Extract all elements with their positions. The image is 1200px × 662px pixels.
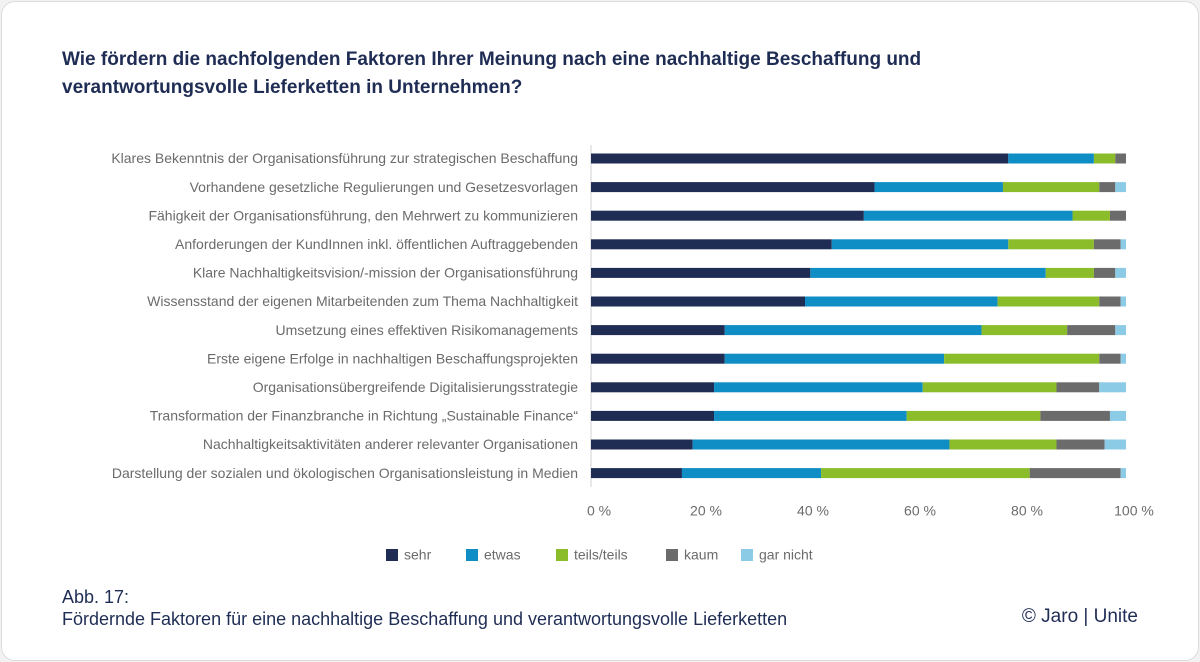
bar-segment bbox=[1072, 210, 1110, 221]
bar-segment bbox=[1099, 296, 1121, 307]
bar-segment bbox=[821, 468, 1030, 479]
legend-swatch bbox=[741, 549, 753, 561]
bar-segment bbox=[692, 439, 950, 450]
bar-segment bbox=[805, 296, 998, 307]
bar-segment bbox=[1067, 325, 1116, 336]
bar-segment bbox=[1120, 296, 1126, 307]
bar-segment bbox=[1093, 153, 1116, 164]
bar-segment bbox=[1099, 182, 1116, 193]
category-label: Umsetzung eines effektiven Risikomanagem… bbox=[276, 322, 578, 338]
bar-segment bbox=[1008, 239, 1094, 250]
bar-segment bbox=[810, 267, 1046, 278]
bar-segment bbox=[1115, 153, 1126, 164]
category-label: Fähigkeit der Organisationsführung, den … bbox=[148, 207, 578, 223]
bar-segment bbox=[591, 353, 725, 364]
category-label: Organisationsübergreifende Digitalisieru… bbox=[253, 379, 579, 395]
bar-segment bbox=[1115, 267, 1126, 278]
bar-segment bbox=[591, 210, 864, 221]
legend-swatch bbox=[386, 549, 398, 561]
bar-segment bbox=[997, 296, 1100, 307]
category-label: Erste eigene Erfolge in nachhaltigen Bes… bbox=[207, 350, 578, 366]
bar-segment bbox=[714, 382, 923, 393]
legend-label: gar nicht bbox=[759, 547, 813, 563]
bar-segment bbox=[1115, 325, 1126, 336]
category-label: Transformation der Finanzbranche in Rich… bbox=[150, 408, 579, 424]
x-tick-label: 100 % bbox=[1114, 503, 1154, 519]
credit: © Jaro | Unite bbox=[1021, 606, 1138, 627]
bar-segment bbox=[1002, 182, 1100, 193]
x-tick-label: 80 % bbox=[1011, 503, 1043, 519]
bar-segment bbox=[1120, 468, 1126, 479]
figure-label: Abb. 17: bbox=[62, 587, 130, 607]
bar-segment bbox=[1045, 267, 1094, 278]
bar-segment bbox=[591, 382, 715, 393]
bar-segment bbox=[831, 239, 1009, 250]
bar-segment bbox=[922, 382, 1057, 393]
category-label: Klare Nachhaltigkeitsvision/-mission der… bbox=[193, 265, 578, 281]
category-label: Wissensstand der eigenen Mitarbeitenden … bbox=[147, 293, 578, 309]
bar-segment bbox=[949, 439, 1057, 450]
category-label: Klares Bekenntnis der Organisationsführu… bbox=[111, 150, 578, 166]
chart-title: Wie fördern die nachfolgenden Faktoren I… bbox=[62, 49, 922, 98]
bar-segment bbox=[724, 353, 945, 364]
legend-label: sehr bbox=[404, 547, 432, 563]
bar-segment bbox=[1109, 210, 1126, 221]
bar-segment bbox=[1099, 382, 1126, 393]
bar-segment bbox=[591, 239, 832, 250]
bar-segment bbox=[1008, 153, 1094, 164]
x-tick-label: 40 % bbox=[797, 503, 829, 519]
bar-segment bbox=[591, 325, 725, 336]
bar-segment bbox=[591, 439, 693, 450]
bar-segment bbox=[944, 353, 1100, 364]
bar-segment bbox=[1109, 410, 1126, 421]
bar-segment bbox=[863, 210, 1073, 221]
caption: Fördernde Faktoren für eine nachhaltige … bbox=[62, 609, 788, 629]
bar-segment bbox=[1120, 353, 1126, 364]
category-label: Anforderungen der KundInnen inkl. öffent… bbox=[175, 236, 578, 252]
bar-segment bbox=[1056, 439, 1105, 450]
legend-swatch bbox=[556, 549, 568, 561]
x-tick-label: 60 % bbox=[904, 503, 936, 519]
bar-segment bbox=[1120, 239, 1126, 250]
legend-label: etwas bbox=[484, 547, 521, 563]
x-tick-label: 20 % bbox=[690, 503, 722, 519]
bar-segment bbox=[591, 153, 1009, 164]
bar-segment bbox=[1099, 353, 1121, 364]
bar-segment bbox=[724, 325, 982, 336]
x-tick-label: 0 % bbox=[587, 503, 611, 519]
bar-segment bbox=[591, 410, 715, 421]
bar-segment bbox=[1093, 239, 1121, 250]
bar-segment bbox=[714, 410, 907, 421]
bar-segment bbox=[591, 182, 875, 193]
category-label: Vorhandene gesetzliche Regulierungen und… bbox=[190, 179, 578, 195]
bar-segment bbox=[1115, 182, 1126, 193]
legend-label: kaum bbox=[684, 547, 718, 563]
bar-segment bbox=[591, 296, 805, 307]
legend-swatch bbox=[666, 549, 678, 561]
bar-segment bbox=[1056, 382, 1100, 393]
bar-segment bbox=[591, 267, 811, 278]
bar-segment bbox=[906, 410, 1041, 421]
legend-label: teils/teils bbox=[574, 547, 628, 563]
bar-segment bbox=[874, 182, 1003, 193]
bar-segment bbox=[1029, 468, 1121, 479]
bar-segment bbox=[681, 468, 822, 479]
category-label: Nachhaltigkeitsaktivitäten anderer relev… bbox=[203, 436, 578, 452]
bar-segment bbox=[1104, 439, 1126, 450]
bar-segment bbox=[981, 325, 1068, 336]
bar-segment bbox=[1040, 410, 1110, 421]
category-label: Darstellung der sozialen und ökologische… bbox=[112, 465, 578, 481]
bar-segment bbox=[1093, 267, 1116, 278]
bar-segment bbox=[591, 468, 682, 479]
legend-swatch bbox=[466, 549, 478, 561]
